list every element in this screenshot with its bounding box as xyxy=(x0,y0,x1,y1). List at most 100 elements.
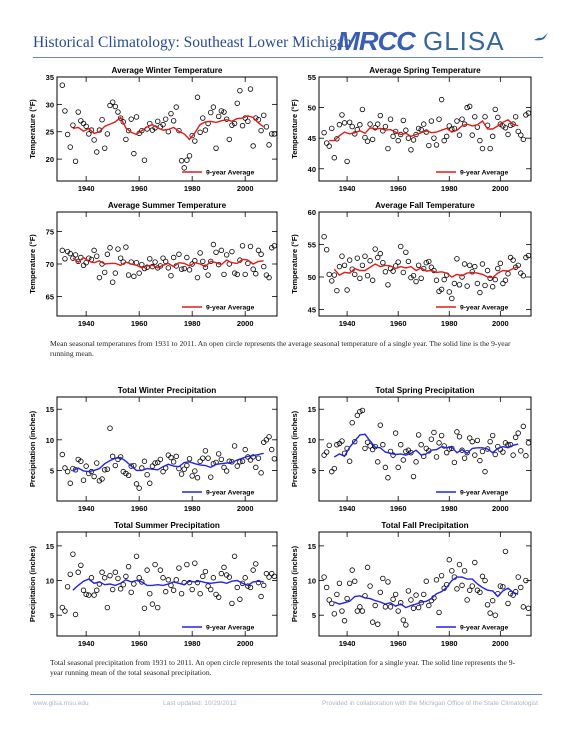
total-fall-precipitation-data-point xyxy=(502,548,509,555)
average-summer-temperature-ytick-label: 70 xyxy=(46,260,54,269)
total-spring-precipitation-data-point xyxy=(474,437,481,444)
total-spring-precipitation-data-point xyxy=(441,443,447,449)
average-fall-temperature-data-point xyxy=(461,261,468,267)
average-fall-temperature-ytick-label: 55 xyxy=(308,241,316,250)
total-fall-precipitation-data-point xyxy=(525,605,532,611)
total-winter-precipitation-data-point xyxy=(149,463,156,469)
total-summer-precipitation-data-point xyxy=(157,567,164,573)
average-spring-temperature-ytick-label: 55 xyxy=(308,73,316,82)
average-summer-temperature-data-point xyxy=(67,250,73,257)
average-fall-temperature-data-point xyxy=(449,295,455,302)
average-spring-temperature-data-point xyxy=(390,133,396,140)
average-summer-temperature-data-point xyxy=(147,256,153,262)
total-winter-precipitation-data-point xyxy=(205,455,211,461)
total-summer-precipitation-data-point xyxy=(136,575,142,581)
average-fall-temperature-data-point xyxy=(492,276,498,283)
average-winter-temperature-data-point xyxy=(210,104,217,110)
average-fall-temperature-data-point xyxy=(472,263,478,270)
average-spring-temperature-legend-label: 9-year Average xyxy=(460,170,508,177)
total-fall-precipitation-data-point xyxy=(349,567,355,573)
total-summer-precipitation-data-point xyxy=(263,570,270,577)
total-summer-precipitation-data-point xyxy=(178,591,185,597)
total-spring-precipitation-legend-label: 9-year Average xyxy=(460,490,508,497)
average-summer-temperature-data-point xyxy=(165,265,172,271)
average-summer-temperature-data-point xyxy=(123,244,129,250)
average-summer-temperature-running-mean-line xyxy=(72,256,264,269)
total-summer-precipitation-xtick-label: 1960 xyxy=(131,639,148,648)
total-winter-precipitation-data-point xyxy=(104,466,111,472)
average-fall-temperature-data-point xyxy=(469,269,475,275)
average-fall-temperature-data-point xyxy=(354,255,361,261)
average-summer-temperature-data-point xyxy=(86,255,92,261)
average-spring-temperature-data-point xyxy=(346,119,353,125)
average-spring-temperature-data-point xyxy=(487,145,493,152)
total-winter-precipitation-data-point xyxy=(125,472,132,479)
average-winter-temperature-data-point xyxy=(181,165,187,171)
total-fall-precipitation-data-point xyxy=(497,583,504,589)
total-summer-precipitation-data-point xyxy=(208,586,214,593)
total-fall-precipitation-data-point xyxy=(326,597,332,603)
total-summer-precipitation-data-point xyxy=(234,584,240,591)
total-spring-precipitation-ylabel: Precipitation (inches) xyxy=(290,410,299,487)
total-fall-precipitation-data-point xyxy=(477,589,483,596)
total-fall-precipitation-data-point xyxy=(523,577,529,584)
total-fall-precipitation-data-point xyxy=(400,617,406,623)
average-summer-temperature-data-point xyxy=(170,254,177,261)
average-winter-temperature-ytick-label: 30 xyxy=(46,100,54,109)
total-fall-precipitation-data-point xyxy=(339,608,345,614)
average-fall-temperature-data-point xyxy=(479,261,486,267)
average-winter-temperature-data-point xyxy=(223,116,230,122)
total-winter-precipitation-data-point xyxy=(218,456,225,463)
average-summer-temperature-data-point xyxy=(250,266,256,272)
average-spring-temperature-data-point xyxy=(433,142,440,148)
average-spring-temperature-data-point xyxy=(444,133,450,140)
average-fall-temperature-data-point xyxy=(510,257,516,263)
average-winter-temperature-data-point xyxy=(261,112,267,119)
average-fall-temperature-data-point xyxy=(466,262,473,268)
total-winter-precipitation-xtick-label: 1980 xyxy=(184,504,201,513)
average-spring-temperature-data-point xyxy=(426,142,432,149)
total-fall-precipitation-data-point xyxy=(357,604,363,610)
average-winter-temperature-data-point xyxy=(128,116,134,122)
average-spring-temperature-data-point xyxy=(382,123,389,130)
total-winter-precipitation-data-point xyxy=(192,468,198,474)
average-fall-temperature-data-point xyxy=(367,258,373,264)
total-winter-precipitation-ytick-label: 10 xyxy=(46,436,54,445)
average-winter-temperature-data-point xyxy=(102,145,108,151)
total-winter-precipitation-data-point xyxy=(247,457,254,463)
total-summer-precipitation-data-point xyxy=(86,592,92,598)
average-spring-temperature-data-point xyxy=(408,147,414,153)
total-winter-precipitation-data-point xyxy=(67,480,73,486)
total-fall-precipitation-data-point xyxy=(323,584,330,591)
average-winter-temperature-ylabel: Temperature (°F) xyxy=(28,99,37,159)
total-summer-precipitation-data-point xyxy=(245,583,251,589)
total-winter-precipitation-xtick-label: 1940 xyxy=(78,504,95,513)
average-fall-temperature-data-point xyxy=(415,262,422,268)
total-winter-precipitation-data-point xyxy=(94,460,100,466)
average-winter-temperature-data-point xyxy=(141,157,148,163)
total-fall-precipitation-data-point xyxy=(426,602,432,609)
average-summer-temperature-data-point xyxy=(263,272,270,278)
total-summer-precipitation-data-point xyxy=(250,567,256,573)
total-winter-precipitation-data-point xyxy=(155,459,161,466)
average-winter-temperature-xtick-label: 1940 xyxy=(78,184,95,193)
total-fall-precipitation-data-point xyxy=(385,579,391,585)
total-winter-precipitation-data-point xyxy=(208,474,214,480)
total-winter-precipitation-ytick-label: 15 xyxy=(46,405,54,414)
total-spring-precipitation-data-point xyxy=(472,452,478,458)
average-winter-temperature-data-point xyxy=(202,127,209,133)
average-summer-temperature-chart: Average Summer Temperature 65 70 75 1940 1960… xyxy=(28,201,278,328)
average-summer-temperature-ylabel: Temperature (°F) xyxy=(28,234,37,294)
average-spring-temperature-data-point xyxy=(413,131,419,138)
total-spring-precipitation-data-point xyxy=(500,449,506,455)
total-fall-precipitation-data-point xyxy=(482,577,488,584)
average-summer-temperature-ytick-label: 75 xyxy=(46,228,54,237)
average-summer-temperature-data-point xyxy=(218,247,225,254)
footer-website[interactable]: www.glisa.msu.edu xyxy=(33,700,89,707)
total-winter-precipitation-data-point xyxy=(215,451,222,457)
average-spring-temperature-data-point xyxy=(505,131,511,138)
average-winter-temperature-data-point xyxy=(162,116,169,122)
total-summer-precipitation-data-point xyxy=(194,579,201,586)
average-fall-temperature-data-point xyxy=(505,271,511,277)
average-summer-temperature-data-point xyxy=(266,274,272,281)
